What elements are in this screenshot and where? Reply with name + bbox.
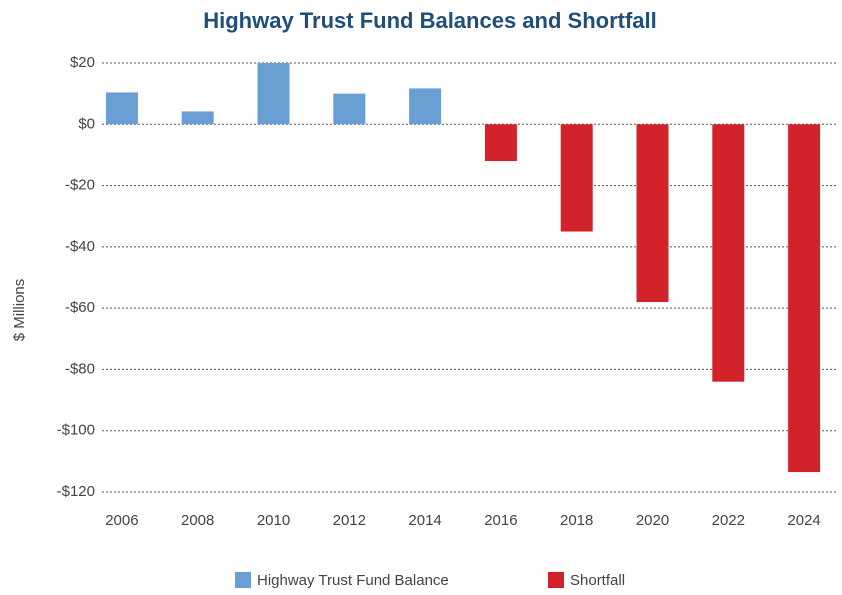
bar <box>712 124 745 382</box>
legend-swatch <box>235 572 251 588</box>
x-tick-label: 2012 <box>333 512 366 529</box>
x-tick-label: 2018 <box>560 512 593 529</box>
y-tick-label: -$40 <box>65 238 95 255</box>
bar <box>636 124 669 303</box>
bar <box>181 111 214 125</box>
bar <box>409 88 442 125</box>
y-tick-label: -$100 <box>57 422 95 439</box>
x-tick-label: 2016 <box>484 512 517 529</box>
y-tick-label: -$120 <box>57 483 95 500</box>
x-tick-label: 2020 <box>636 512 669 529</box>
y-tick-label: -$60 <box>65 299 95 316</box>
bar <box>788 124 821 473</box>
y-axis-label: $ Millions <box>11 279 28 342</box>
bar <box>333 93 366 125</box>
bar <box>484 124 517 162</box>
legend-label: Highway Trust Fund Balance <box>257 572 449 589</box>
y-tick-label: $20 <box>70 54 95 71</box>
legend-label: Shortfall <box>570 572 625 589</box>
x-tick-label: 2010 <box>257 512 290 529</box>
x-tick-label: 2006 <box>105 512 138 529</box>
bar <box>560 124 593 232</box>
legend-swatch <box>548 572 564 588</box>
x-tick-label: 2014 <box>408 512 441 529</box>
y-tick-label: -$20 <box>65 177 95 194</box>
y-tick-label: -$80 <box>65 360 95 377</box>
x-tick-label: 2024 <box>787 512 820 529</box>
bar <box>257 63 290 125</box>
chart-title: Highway Trust Fund Balances and Shortfal… <box>203 8 657 33</box>
x-tick-label: 2022 <box>712 512 745 529</box>
y-tick-label: $0 <box>78 115 95 132</box>
x-tick-label: 2008 <box>181 512 214 529</box>
bar <box>105 92 138 125</box>
